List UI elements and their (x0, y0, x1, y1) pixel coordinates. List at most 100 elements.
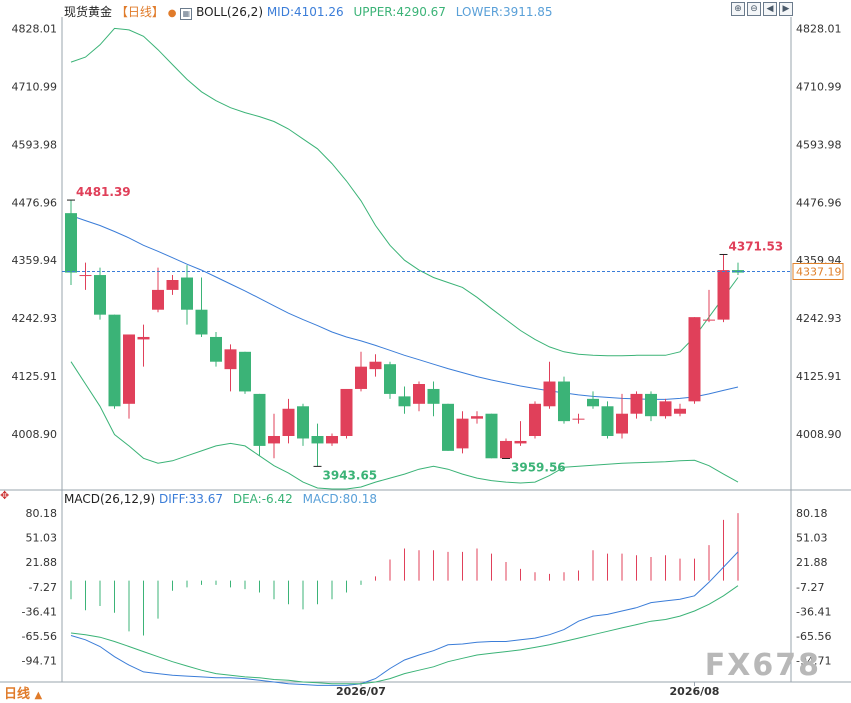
zoom-in-icon[interactable]: ⊕ (731, 2, 745, 16)
caret-up-icon[interactable]: ▲ (34, 690, 43, 701)
candle-body (398, 396, 411, 407)
instrument-title: 现货黄金 (64, 5, 113, 19)
high-price-label: 4371.53 (729, 239, 784, 253)
candle-body (326, 436, 338, 444)
boll-upper-value: UPPER:4290.67 (353, 5, 446, 19)
candle-body (442, 403, 454, 451)
candle-body (529, 403, 541, 436)
macd-tick-label-right: 21.88 (796, 556, 828, 569)
price-tick-label-left: 4008.90 (12, 428, 58, 441)
candle-body (224, 349, 237, 370)
price-tick-label-right: 4008.90 (796, 428, 842, 441)
candle-body (558, 381, 570, 422)
candle-body (195, 309, 208, 335)
candle-body (471, 416, 483, 419)
candle-body (355, 366, 367, 389)
macd-tick-label-left: 80.18 (26, 507, 58, 520)
candle-body (688, 317, 701, 402)
scroll-left-icon[interactable]: ◀ (763, 2, 777, 16)
watermark-logo: FX678 (704, 648, 821, 683)
candle-body (674, 408, 686, 414)
price-tick-label-left: 4710.99 (12, 80, 58, 93)
candle-body (369, 361, 382, 370)
candle-body (210, 336, 222, 362)
candle-body (456, 418, 469, 449)
candle-body (152, 289, 164, 310)
price-tick-label-right: 4125.91 (796, 370, 842, 383)
candle-body (239, 351, 251, 392)
price-tick-label-left: 4593.98 (12, 138, 58, 151)
boll-lower-value: LOWER:3911.85 (455, 5, 553, 19)
price-tick-label-left: 4476.96 (12, 196, 58, 209)
macd-tick-label-right: -7.27 (796, 581, 824, 594)
candle-body (311, 436, 324, 444)
boll-settings-icon[interactable]: ▦ (180, 8, 193, 20)
boll-indicator-name: BOLL(26,2) (196, 5, 263, 19)
candle-body (297, 406, 309, 439)
macd-tick-label-right: -36.41 (796, 605, 831, 618)
price-tick-label-left: 4125.91 (12, 370, 58, 383)
macd-tick-label-left: -65.56 (22, 630, 57, 643)
candle-body (253, 393, 266, 446)
macd-dea-line (70, 585, 739, 685)
period-label[interactable]: 【日线】 (115, 5, 164, 19)
macd-hist-value: MACD:80.18 (302, 492, 377, 506)
macd-diff-line (70, 551, 739, 686)
candle-body (282, 408, 295, 436)
x-tick-label: 2026/08 (670, 685, 720, 698)
candle-body (543, 381, 556, 407)
high-price-label: 4481.39 (76, 185, 131, 199)
price-tick-label-right: 4242.93 (796, 312, 842, 325)
last-price-label: 4337.19 (796, 265, 842, 278)
candle-body (137, 336, 150, 340)
candle-body (123, 334, 135, 404)
macd-tick-label-left: -7.27 (29, 581, 57, 594)
macd-tick-label-left: 51.03 (26, 532, 58, 545)
price-tick-label-left: 4828.01 (12, 22, 58, 35)
candle-body (94, 275, 106, 315)
candle-body (108, 314, 121, 407)
period-switch-button[interactable]: 日线 ▲ (4, 683, 42, 702)
last-price-tag (792, 262, 844, 280)
period-switch-label[interactable]: 日线 (4, 687, 31, 702)
boll-mid-value: MID:4101.26 (266, 5, 344, 19)
candle-body (268, 436, 280, 444)
candle-body (572, 418, 585, 420)
candle-body (500, 440, 512, 459)
price-tick-label-right: 4593.98 (796, 138, 842, 151)
macd-tick-label-right: 80.18 (796, 507, 828, 520)
candle-body (384, 364, 396, 394)
macd-tick-label-left: 21.88 (26, 556, 58, 569)
candle-body (703, 319, 715, 321)
macd-tick-label-right: 51.03 (796, 532, 828, 545)
price-tick-label-left: 4359.94 (12, 254, 58, 267)
candle-body (659, 401, 672, 417)
boll-upper-line (70, 27, 739, 357)
candle-body (413, 384, 425, 404)
candle-body (514, 440, 527, 444)
candle-body (65, 213, 77, 273)
scroll-right-icon[interactable]: ▶ (779, 2, 793, 16)
candle-body (587, 398, 599, 407)
candle-body (485, 413, 498, 459)
x-tick-label: 2026/07 (336, 685, 386, 698)
macd-tick-label-left: -94.71 (22, 655, 57, 668)
boll-lower-line (70, 361, 739, 490)
candle-body (166, 280, 179, 290)
price-tick-label-right: 4476.96 (796, 196, 842, 209)
candle-body (340, 388, 353, 436)
candle-body (79, 275, 92, 277)
macd-tick-label-right: -65.56 (796, 630, 831, 643)
macd-tick-label-left: -36.41 (22, 605, 57, 618)
boll-mid-line (70, 215, 739, 400)
refresh-icon[interactable]: ● (167, 8, 177, 19)
zoom-out-icon[interactable]: ⊖ (747, 2, 761, 16)
price-tick-label-left: 4242.93 (12, 312, 58, 325)
macd-tick-label-right: -94.71 (796, 655, 831, 668)
candle-body (427, 388, 440, 404)
low-price-label: 3943.65 (323, 468, 378, 482)
crosshair-icon[interactable]: ✥ (0, 489, 10, 502)
candle-body (630, 393, 643, 414)
low-price-label: 3959.56 (511, 461, 566, 475)
